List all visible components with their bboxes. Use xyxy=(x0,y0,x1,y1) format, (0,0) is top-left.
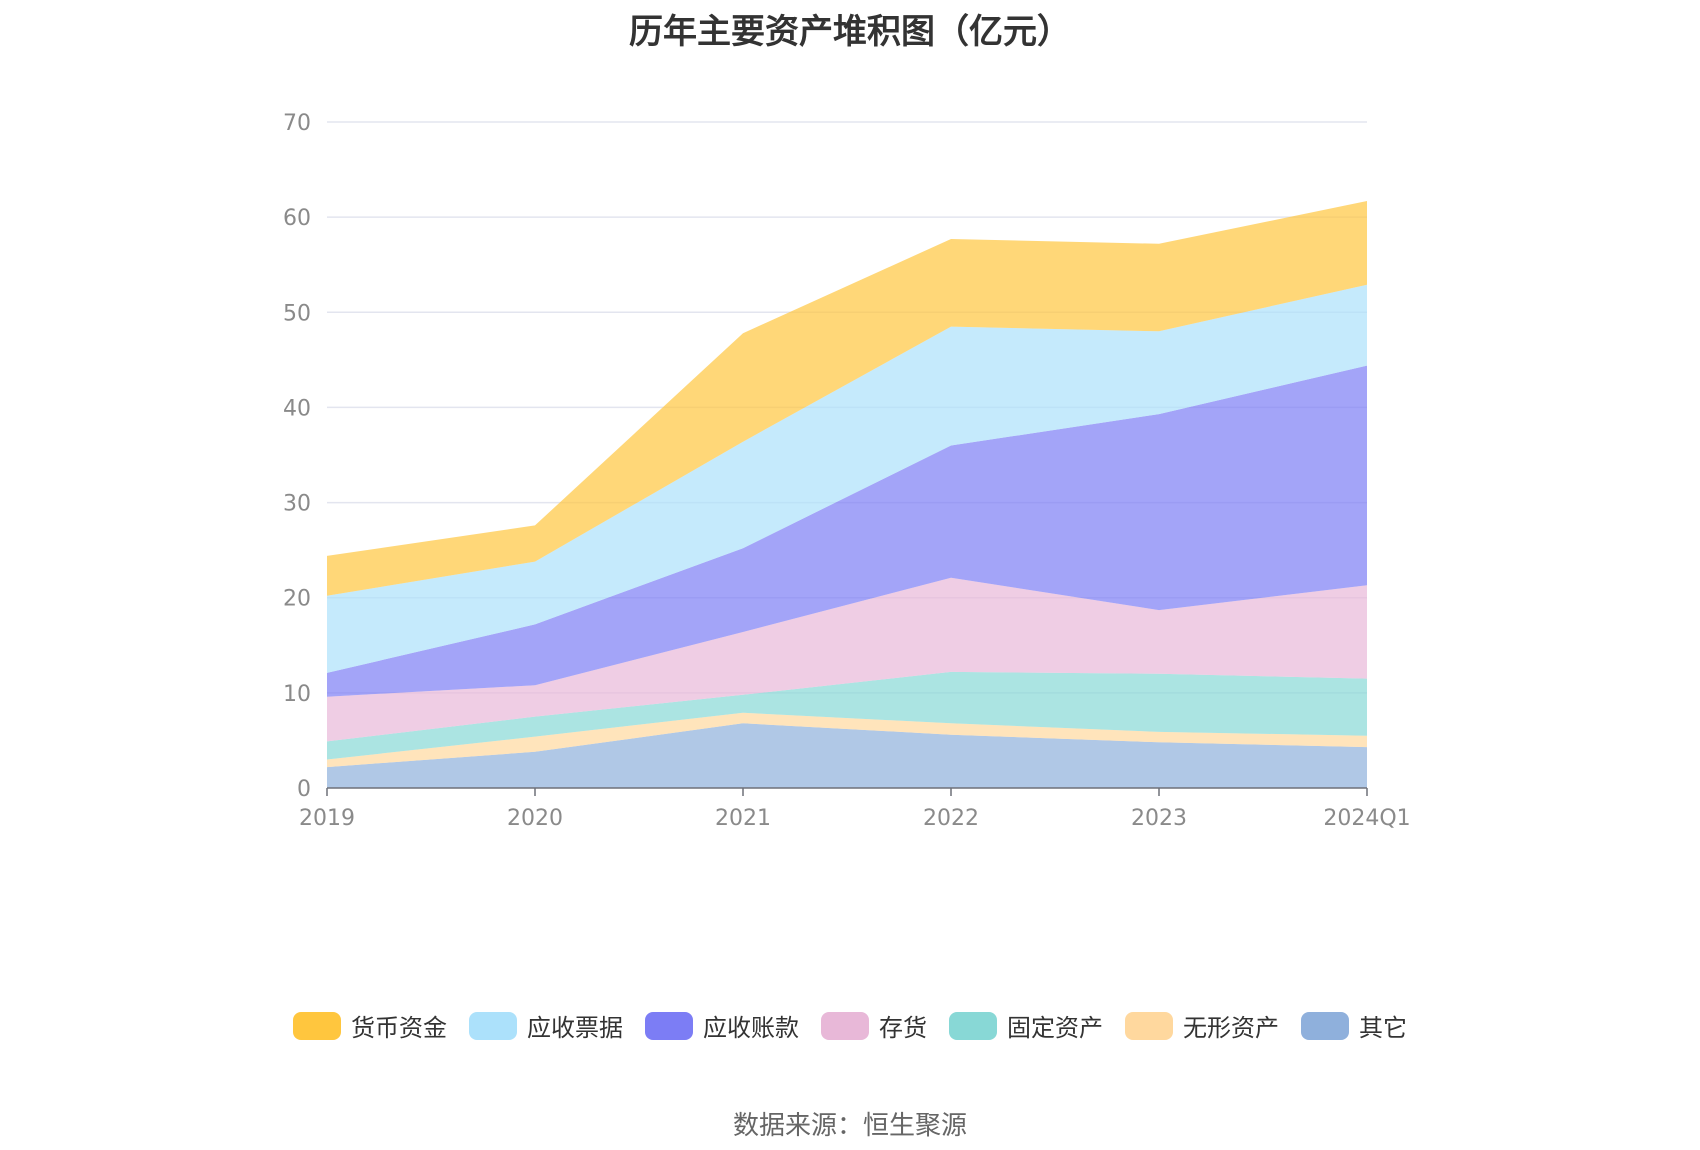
legend-label: 存货 xyxy=(879,1014,927,1042)
y-tick-label: 50 xyxy=(283,301,311,326)
chart-title: 历年主要资产堆积图（亿元） xyxy=(629,12,1071,52)
legend-label: 应收票据 xyxy=(527,1014,623,1042)
y-tick-label: 10 xyxy=(283,682,311,707)
y-tick-label: 70 xyxy=(283,111,311,136)
legend-swatch xyxy=(949,1011,997,1040)
area-固定资产 xyxy=(327,671,1367,760)
y-tick-label: 0 xyxy=(297,777,311,802)
x-tick-label: 2023 xyxy=(1131,806,1187,831)
legend-label: 其它 xyxy=(1359,1014,1407,1042)
area-其它 xyxy=(327,723,1367,788)
source-note: 数据来源：恒生聚源 xyxy=(732,1111,967,1141)
legend-item[interactable]: 固定资产 xyxy=(949,1008,1103,1043)
legend-swatch xyxy=(1301,1011,1349,1040)
legend-label: 无形资产 xyxy=(1183,1014,1279,1042)
x-tick-label: 2024Q1 xyxy=(1323,806,1410,831)
area-无形资产 xyxy=(327,712,1367,768)
axes: 0 10 20 30 40 50 60 70 2019 2020 2021 2022 2023 2024Q… xyxy=(283,111,1411,831)
legend-label: 固定资产 xyxy=(1007,1014,1103,1042)
legend-item[interactable]: 应收票据 xyxy=(469,1008,623,1043)
x-tick-label: 2019 xyxy=(299,806,355,831)
legend-item[interactable]: 其它 xyxy=(1301,1008,1407,1043)
area-series-group xyxy=(327,201,1367,788)
y-tick-label: 40 xyxy=(283,396,311,421)
x-tick-label: 2022 xyxy=(923,806,979,831)
legend-swatch xyxy=(293,1011,341,1040)
y-tick-label: 20 xyxy=(283,587,311,612)
x-tick-label: 2021 xyxy=(715,806,771,831)
legend-item[interactable]: 存货 xyxy=(821,1008,927,1043)
area-应收票据 xyxy=(327,284,1367,673)
area-应收账款 xyxy=(327,365,1367,697)
legend-swatch xyxy=(469,1011,517,1040)
legend-item[interactable]: 应收账款 xyxy=(645,1008,799,1043)
legend-swatch xyxy=(645,1011,693,1040)
legend-swatch xyxy=(821,1011,869,1040)
x-tick-label: 2020 xyxy=(507,806,563,831)
legend-label: 应收账款 xyxy=(703,1014,799,1042)
legend-item[interactable]: 货币资金 xyxy=(293,1008,447,1043)
legend: 货币资金 应收票据 应收账款 存货 固定资产 无形资产 其它 xyxy=(0,1008,1700,1043)
legend-swatch xyxy=(1125,1011,1173,1040)
area-存货 xyxy=(327,577,1367,742)
y-tick-label: 30 xyxy=(283,492,311,517)
legend-item[interactable]: 无形资产 xyxy=(1125,1008,1279,1043)
legend-label: 货币资金 xyxy=(351,1014,447,1042)
y-tick-label: 60 xyxy=(283,206,311,231)
area-货币资金 xyxy=(327,201,1367,596)
